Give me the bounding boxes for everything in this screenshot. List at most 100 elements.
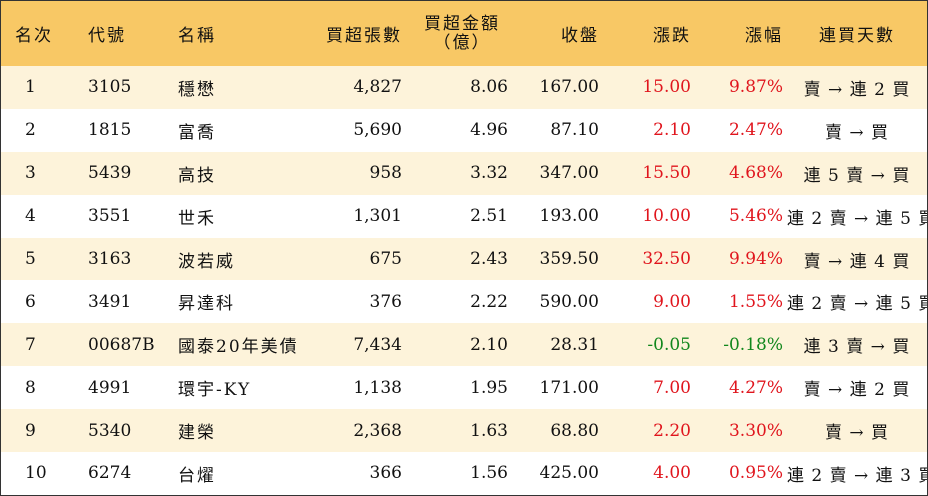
cell-close: 28.31 (550, 334, 599, 355)
cell-name: 建榮 (178, 423, 216, 444)
cell-buy-lots: 1,301 (353, 206, 402, 227)
table-header: 名次 代號 名稱 買超張數 買超金額 （億） 收盤 漲跌 漲幅 連買天數 (1, 1, 927, 66)
cell-pct: 4.27% (728, 377, 783, 398)
cell-change: 15.50 (642, 163, 691, 184)
cell-pct: 4.68% (728, 163, 783, 184)
cell-close: 171.00 (539, 377, 599, 398)
cell-buy-lots: 7,434 (353, 334, 402, 355)
cell-close: 347.00 (539, 163, 599, 184)
cell-rank: 2 (25, 120, 36, 141)
cell-change: -0.05 (647, 334, 691, 355)
cell-buy-amount: 2.22 (470, 291, 508, 312)
table-row: 4 3551 世禾 1,301 2.51 193.00 10.00 5.46% 連 2 賣 → … (1, 194, 927, 238)
table-row: 1 3105 穩懋 4,827 8.06 167.00 15.00 9.87% 賣 → 連 2 … (1, 66, 927, 109)
header-buy-amount-line2: （億） (433, 32, 491, 53)
cell-close: 193.00 (539, 206, 599, 227)
cell-name: 穩懋 (178, 79, 216, 100)
cell-buy-lots: 958 (369, 163, 402, 184)
table-row: 3 5439 高技 958 3.32 347.00 15.50 4.68% 連 5 賣 → 買 (1, 151, 927, 195)
cell-streak: 賣 → 連 4 買 (803, 251, 911, 272)
cell-close: 425.00 (539, 463, 599, 484)
header-streak: 連買天數 (819, 26, 895, 46)
cell-close: 167.00 (539, 77, 599, 98)
cell-rank: 9 (25, 420, 36, 441)
header-buy-amount: 買超金額 （億） (406, 1, 512, 66)
header-name: 名稱 (178, 26, 216, 46)
cell-code: 5340 (88, 420, 132, 441)
cell-name: 國泰20年美債 (178, 337, 299, 358)
cell-change: 2.20 (653, 420, 691, 441)
cell-close: 359.50 (539, 249, 599, 269)
cell-pct: 9.87% (728, 77, 783, 98)
cell-name: 環宇-KY (178, 380, 252, 401)
cell-change: 7.00 (653, 377, 691, 398)
cell-streak: 連 2 賣 → 連 5 買 (787, 294, 927, 315)
cell-buy-lots: 366 (369, 463, 402, 484)
cell-streak: 連 2 賣 → 連 5 買 (787, 208, 927, 229)
table-body: 1 3105 穩懋 4,827 8.06 167.00 15.00 9.87% 賣 → 連 2 … (1, 66, 927, 495)
cell-rank: 1 (25, 77, 36, 98)
cell-code: 3105 (88, 77, 132, 98)
header-buy-amount-line1: 買超金額 (424, 13, 500, 34)
cell-code: 6274 (88, 463, 132, 484)
cell-pct: 1.55% (728, 291, 783, 312)
cell-buy-lots: 2,368 (353, 420, 402, 441)
header-code: 代號 (88, 26, 126, 46)
cell-streak: 連 2 賣 → 連 3 買 (787, 465, 927, 486)
cell-buy-amount: 1.95 (470, 377, 508, 398)
cell-name: 波若威 (178, 251, 235, 272)
cell-pct: 0.95% (728, 463, 783, 484)
cell-code: 1815 (88, 120, 132, 141)
cell-code: 00687B (88, 334, 155, 355)
table-row: 10 6274 台燿 366 1.56 425.00 4.00 0.95% 連 2 賣 → 連 … (1, 452, 927, 495)
cell-streak: 賣 → 連 2 買 (803, 79, 911, 100)
cell-streak: 賣 → 買 (824, 122, 890, 143)
table-row: 5 3163 波若威 675 2.43 359.50 32.50 9.94% 賣 → 連 4 買 (1, 237, 927, 281)
cell-buy-amount: 8.06 (470, 77, 508, 98)
cell-streak: 連 5 賣 → 買 (803, 165, 911, 186)
cell-change: 15.00 (642, 77, 691, 98)
cell-pct: 9.94% (728, 249, 783, 269)
header-row: 名次 代號 名稱 買超張數 買超金額 （億） 收盤 漲跌 漲幅 連買天數 (1, 1, 927, 66)
cell-buy-amount: 1.56 (470, 463, 508, 484)
cell-name: 高技 (178, 165, 216, 186)
table-row: 8 4991 環宇-KY 1,138 1.95 171.00 7.00 4.27% 賣 → 連 … (1, 366, 927, 410)
cell-pct: 2.47% (728, 120, 783, 141)
cell-buy-lots: 4,827 (353, 77, 402, 98)
cell-buy-amount: 3.32 (470, 163, 508, 184)
header-rank: 名次 (15, 26, 53, 46)
cell-buy-amount: 1.63 (470, 420, 508, 441)
cell-streak: 賣 → 連 2 買 (803, 380, 911, 401)
table-row: 7 00687B 國泰20年美債 7,434 2.10 28.31 -0.05 -0.18% 連… (1, 323, 927, 367)
cell-pct: 3.30% (728, 420, 783, 441)
cell-change: 2.10 (653, 120, 691, 141)
cell-rank: 10 (25, 463, 47, 484)
cell-buy-lots: 1,138 (353, 377, 402, 398)
cell-rank: 6 (25, 291, 36, 312)
cell-streak: 連 3 賣 → 買 (803, 337, 911, 358)
table-row: 9 5340 建榮 2,368 1.63 68.80 2.20 3.30% 賣 → 買 (1, 409, 927, 453)
cell-change: 10.00 (642, 206, 691, 227)
cell-code: 3551 (88, 206, 132, 227)
cell-buy-amount: 2.43 (470, 249, 508, 269)
cell-code: 3163 (88, 249, 132, 269)
table-row: 2 1815 富喬 5,690 4.96 87.10 2.10 2.47% 賣 → 買 (1, 108, 927, 152)
header-pct: 漲幅 (745, 26, 783, 46)
cell-rank: 3 (25, 163, 36, 184)
cell-change: 4.00 (653, 463, 691, 484)
cell-code: 4991 (88, 377, 132, 398)
cell-name: 昇達科 (178, 294, 235, 315)
cell-pct: -0.18% (723, 334, 783, 355)
cell-rank: 7 (25, 334, 36, 355)
cell-buy-lots: 376 (369, 291, 402, 312)
cell-change: 32.50 (642, 249, 691, 269)
cell-rank: 4 (25, 206, 36, 227)
cell-rank: 8 (25, 377, 36, 398)
header-buy-lots: 買超張數 (326, 26, 402, 46)
cell-close: 68.80 (550, 420, 599, 441)
cell-name: 富喬 (178, 122, 216, 143)
cell-buy-amount: 2.51 (470, 206, 508, 227)
cell-pct: 5.46% (728, 206, 783, 227)
cell-code: 5439 (88, 163, 132, 184)
